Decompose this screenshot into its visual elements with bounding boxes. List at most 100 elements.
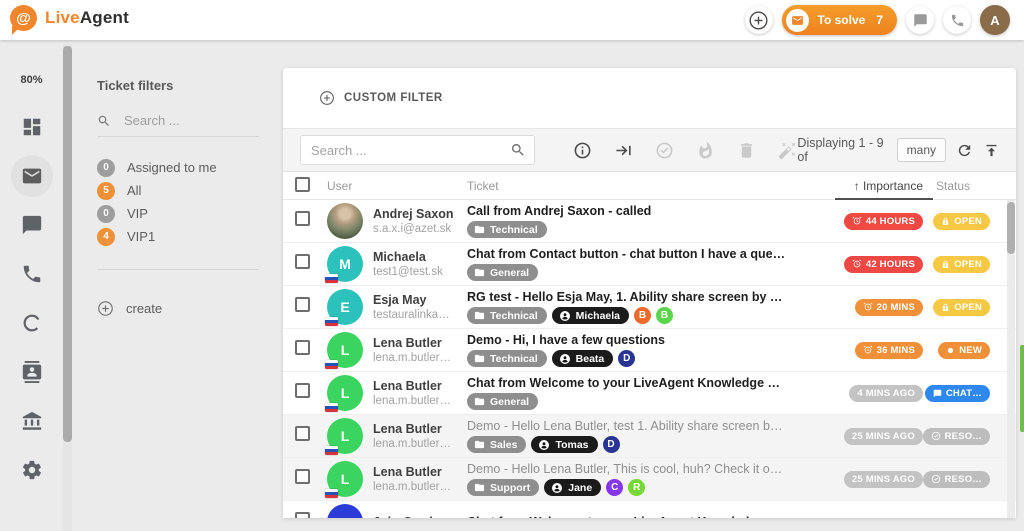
rail-nav [10, 116, 53, 481]
row-checkbox[interactable] [295, 340, 310, 355]
list-scrollbar-thumb[interactable] [1007, 202, 1015, 254]
select-all-checkbox[interactable] [295, 176, 310, 192]
filter-item[interactable]: 5 All [97, 181, 283, 200]
plus-circle-icon [97, 300, 114, 317]
rail-scrollbar-thumb[interactable] [63, 46, 72, 442]
custom-filter-label: CUSTOM FILTER [344, 92, 443, 104]
importance-badge: 42 HOURS [843, 255, 923, 273]
importance-cell: 4 MINS AGO [793, 384, 923, 402]
row-checkbox[interactable] [295, 211, 310, 226]
sidebar-item-reports[interactable] [21, 312, 43, 334]
row-checkbox[interactable] [295, 297, 310, 312]
ticket-row[interactable]: L Lena Butler lena.m.butler… Demo - Hi, I h… [283, 329, 1016, 372]
avatar-cell: L [325, 461, 373, 498]
checkbox-cell [295, 512, 327, 518]
refresh-icon[interactable] [956, 142, 973, 159]
calls-header-button[interactable] [943, 6, 971, 34]
create-filter-button[interactable]: create [97, 300, 283, 317]
sidebar-item-dashboard[interactable] [21, 116, 43, 138]
column-status[interactable]: Status [936, 178, 971, 193]
trash-icon[interactable] [737, 141, 756, 160]
to-solve-button[interactable]: To solve 7 [781, 5, 897, 35]
liveagent-logo[interactable]: @ LiveAgent [10, 5, 129, 31]
row-checkbox[interactable] [295, 512, 310, 518]
sidebar-item-knowledge-base[interactable] [21, 410, 43, 432]
agent-dot-badge: B [656, 307, 674, 324]
user-name: Lena Butler [373, 422, 442, 436]
importance-cell: 25 MINS AGO [793, 427, 923, 445]
status-label: RESO… [944, 473, 982, 485]
ticket-row[interactable]: JohnGordon H… Chat from Welcome to your L… [283, 501, 1016, 518]
tag-label: General [490, 266, 530, 279]
sidebar-item-contacts[interactable] [21, 361, 43, 383]
export-icon[interactable] [983, 142, 1000, 159]
filter-item[interactable]: 0 Assigned to me [97, 158, 283, 177]
slovakia-flag-icon [325, 489, 338, 498]
info-icon[interactable] [573, 141, 592, 160]
user-email: lena.m.butler… [373, 438, 451, 450]
row-checkbox[interactable] [295, 254, 310, 269]
filter-count-badge: 4 [97, 227, 115, 246]
status-cell: RESO… [922, 427, 990, 445]
sidebar-item-chats[interactable] [21, 214, 43, 236]
bank-icon [21, 410, 43, 432]
sort-asc-icon: ↑ [853, 178, 860, 193]
agent-tag: Jane [544, 479, 602, 496]
user-email: lena.m.butler… [373, 481, 451, 493]
status-badge: RESO… [922, 470, 990, 488]
ticket-row[interactable]: L Lena Butler lena.m.butler… Chat from Welc… [283, 372, 1016, 415]
list-scrollbar[interactable] [1007, 200, 1015, 518]
chats-header-button[interactable] [906, 6, 934, 34]
ticket-tags: Technical Michaela B B [467, 307, 787, 324]
user-cell: Lena Butler lena.m.butler… [373, 336, 467, 364]
sidebar-item-settings[interactable] [21, 459, 43, 481]
tag-label: Sales [490, 438, 518, 451]
filters-search[interactable] [97, 113, 259, 137]
magic-wand-icon[interactable] [778, 141, 797, 160]
column-importance[interactable]: ↑ Importance [853, 178, 923, 193]
add-new-button[interactable] [744, 6, 773, 34]
chat-bubble-icon [21, 214, 43, 236]
filters-search-input[interactable] [124, 113, 244, 128]
paging-controls: Displaying 1 - 9 of many [797, 136, 1006, 164]
user-cell: Michaela test1@test.sk [373, 250, 467, 278]
user-avatar[interactable]: A [980, 5, 1010, 35]
rail-scrollbar[interactable] [63, 44, 72, 531]
user-cell: Lena Butler lena.m.butler… [373, 465, 467, 493]
ticket-row[interactable]: L Lena Butler lena.m.butler… Demo - Hello L… [283, 415, 1016, 458]
search-icon[interactable] [510, 142, 526, 158]
user-name: Lena Butler [373, 336, 442, 350]
customer-avatar: L [325, 375, 363, 412]
page-size-button[interactable]: many [896, 138, 946, 162]
user-name: Lena Butler [373, 465, 442, 479]
filter-count-badge: 5 [97, 181, 115, 200]
row-checkbox[interactable] [295, 426, 310, 441]
sidebar-item-calls[interactable] [21, 263, 43, 285]
to-solve-label: To solve [817, 13, 866, 27]
row-checkbox[interactable] [295, 383, 310, 398]
ticket-rows: Andrej Saxon s.a.x.i@azet.sk Call from And… [283, 200, 1016, 518]
sidebar-item-tickets[interactable] [10, 155, 53, 197]
importance-label: 4 MINS AGO [857, 387, 915, 399]
ticket-search-input[interactable] [300, 135, 536, 165]
filter-item-label: Assigned to me [127, 160, 217, 175]
filter-item[interactable]: 4 VIP1 [97, 227, 283, 246]
ticket-row[interactable]: L Lena Butler lena.m.butler… Demo - Hello L… [283, 458, 1016, 501]
ticket-row[interactable]: M Michaela test1@test.sk Chat from Contact … [283, 243, 1016, 286]
row-checkbox[interactable] [295, 469, 310, 484]
ticket-row[interactable]: E Esja May testauralinka@… RG test - Hello … [283, 286, 1016, 329]
resolve-icon[interactable] [655, 141, 674, 160]
ticket-row[interactable]: Andrej Saxon s.a.x.i@azet.sk Call from And… [283, 200, 1016, 243]
ticket-tags: General [467, 393, 787, 410]
custom-filter-button[interactable]: CUSTOM FILTER [283, 68, 1016, 128]
filter-item[interactable]: 0 VIP [97, 204, 283, 223]
phone-icon [21, 263, 43, 285]
transfer-icon[interactable] [614, 141, 633, 160]
column-ticket[interactable]: Ticket [467, 178, 499, 193]
spam-flame-icon[interactable] [696, 141, 715, 160]
ticket-tags: Sales Tomas D [467, 436, 787, 453]
slovakia-flag-icon [325, 446, 338, 455]
column-user[interactable]: User [327, 178, 353, 193]
user-cell: Esja May testauralinka@… [373, 293, 467, 321]
brand-text: LiveAgent [45, 8, 129, 28]
